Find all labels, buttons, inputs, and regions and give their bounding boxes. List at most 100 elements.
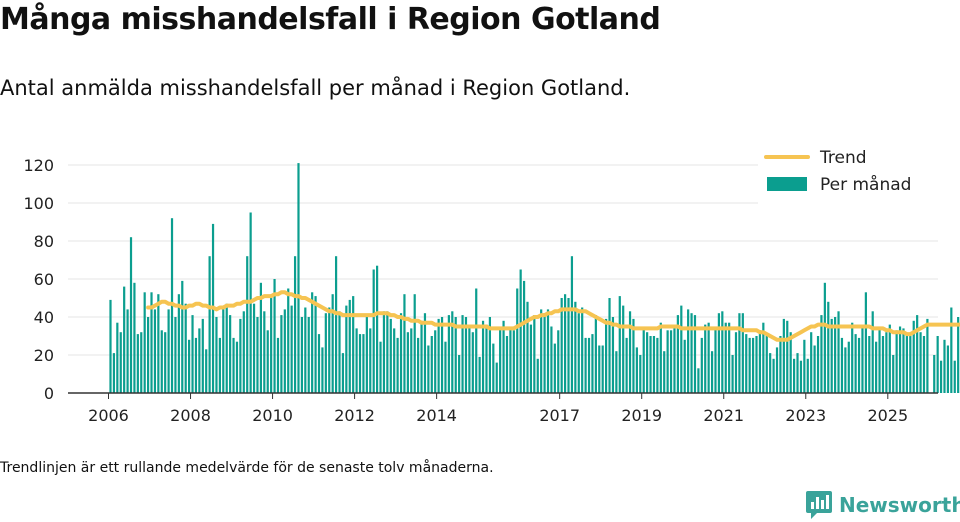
legend-trend-label: Trend bbox=[819, 148, 867, 168]
bar bbox=[317, 334, 321, 393]
bar bbox=[895, 330, 898, 393]
bar bbox=[683, 339, 686, 393]
bar bbox=[399, 313, 403, 393]
legend: Trend Per månad bbox=[758, 142, 938, 204]
bar bbox=[516, 288, 519, 393]
bar bbox=[550, 326, 553, 393]
bar bbox=[406, 332, 409, 393]
y-tick-label: 0 bbox=[44, 384, 54, 403]
bar bbox=[594, 315, 597, 393]
bar bbox=[194, 337, 198, 393]
bar bbox=[577, 313, 580, 393]
bar bbox=[854, 334, 857, 393]
bar bbox=[806, 358, 809, 393]
bar bbox=[693, 315, 697, 393]
bar bbox=[502, 320, 505, 393]
bar bbox=[837, 311, 840, 393]
bar bbox=[639, 355, 642, 393]
bar bbox=[816, 336, 820, 393]
bar bbox=[314, 296, 317, 393]
x-tick-label: 2021 bbox=[703, 406, 744, 425]
bar bbox=[218, 337, 221, 393]
bar bbox=[656, 337, 659, 393]
y-tick-label: 20 bbox=[34, 346, 54, 365]
bar bbox=[905, 334, 908, 393]
bar bbox=[471, 332, 474, 393]
bars-layer bbox=[109, 163, 960, 393]
bar bbox=[215, 317, 218, 393]
bar bbox=[543, 313, 546, 393]
bar bbox=[844, 347, 847, 393]
legend-bar-label: Per månad bbox=[820, 174, 911, 195]
bar bbox=[748, 337, 751, 393]
bar bbox=[710, 351, 714, 393]
bar bbox=[417, 337, 420, 393]
bar bbox=[676, 315, 679, 393]
bar bbox=[324, 313, 327, 393]
bar bbox=[939, 360, 943, 393]
bar bbox=[690, 313, 693, 393]
bar bbox=[557, 330, 560, 393]
bar bbox=[628, 311, 632, 393]
bar bbox=[946, 345, 950, 393]
bar bbox=[533, 315, 536, 393]
bar bbox=[536, 358, 539, 393]
bar bbox=[519, 269, 522, 393]
bar bbox=[451, 311, 454, 393]
bar bbox=[731, 355, 734, 393]
bar bbox=[834, 317, 837, 393]
bar bbox=[933, 355, 936, 393]
bar bbox=[793, 358, 796, 393]
bar bbox=[666, 330, 669, 393]
bar bbox=[440, 317, 444, 393]
y-tick-label: 60 bbox=[34, 270, 54, 289]
chart-title: Många misshandelsfall i Region Gotland bbox=[0, 2, 661, 37]
bar bbox=[912, 320, 915, 393]
bar bbox=[916, 315, 919, 393]
bar bbox=[714, 328, 717, 393]
bar bbox=[581, 307, 584, 393]
newsworthy-logo-icon bbox=[806, 491, 832, 519]
bar bbox=[796, 353, 799, 393]
bar bbox=[926, 318, 929, 393]
bar bbox=[358, 334, 362, 393]
bar bbox=[123, 286, 126, 393]
bar bbox=[868, 336, 871, 393]
bar bbox=[280, 315, 283, 393]
bar bbox=[468, 326, 471, 393]
bar bbox=[546, 309, 550, 393]
bar bbox=[635, 347, 638, 393]
bar bbox=[181, 280, 184, 393]
bar bbox=[153, 309, 157, 393]
bar bbox=[813, 345, 816, 393]
x-tick-label: 2012 bbox=[334, 406, 375, 425]
bar bbox=[642, 328, 645, 393]
bar bbox=[830, 318, 833, 393]
bar bbox=[252, 303, 256, 393]
bar bbox=[283, 309, 286, 393]
bar bbox=[300, 317, 304, 393]
bar bbox=[789, 332, 792, 393]
bar bbox=[259, 282, 262, 393]
bar bbox=[871, 311, 874, 393]
bar bbox=[365, 315, 368, 393]
bar bbox=[522, 280, 526, 393]
brand[interactable]: Newsworthy bbox=[805, 488, 960, 522]
bar bbox=[765, 336, 768, 393]
bar bbox=[745, 334, 748, 393]
bar bbox=[601, 345, 604, 393]
bar bbox=[328, 307, 331, 393]
bar bbox=[909, 336, 912, 393]
bar bbox=[157, 294, 160, 393]
bar bbox=[618, 296, 621, 393]
bar bbox=[201, 318, 204, 393]
x-tick-label: 2006 bbox=[88, 406, 129, 425]
bar bbox=[430, 336, 433, 393]
bar bbox=[270, 296, 273, 393]
bar bbox=[293, 256, 297, 393]
bar bbox=[225, 303, 228, 393]
y-tick-label: 100 bbox=[23, 194, 54, 213]
bar bbox=[229, 315, 232, 393]
axis-layer: 2006 2008 2010 2012 2014 2017 2019 2021 2023 2025 bbox=[68, 392, 938, 425]
